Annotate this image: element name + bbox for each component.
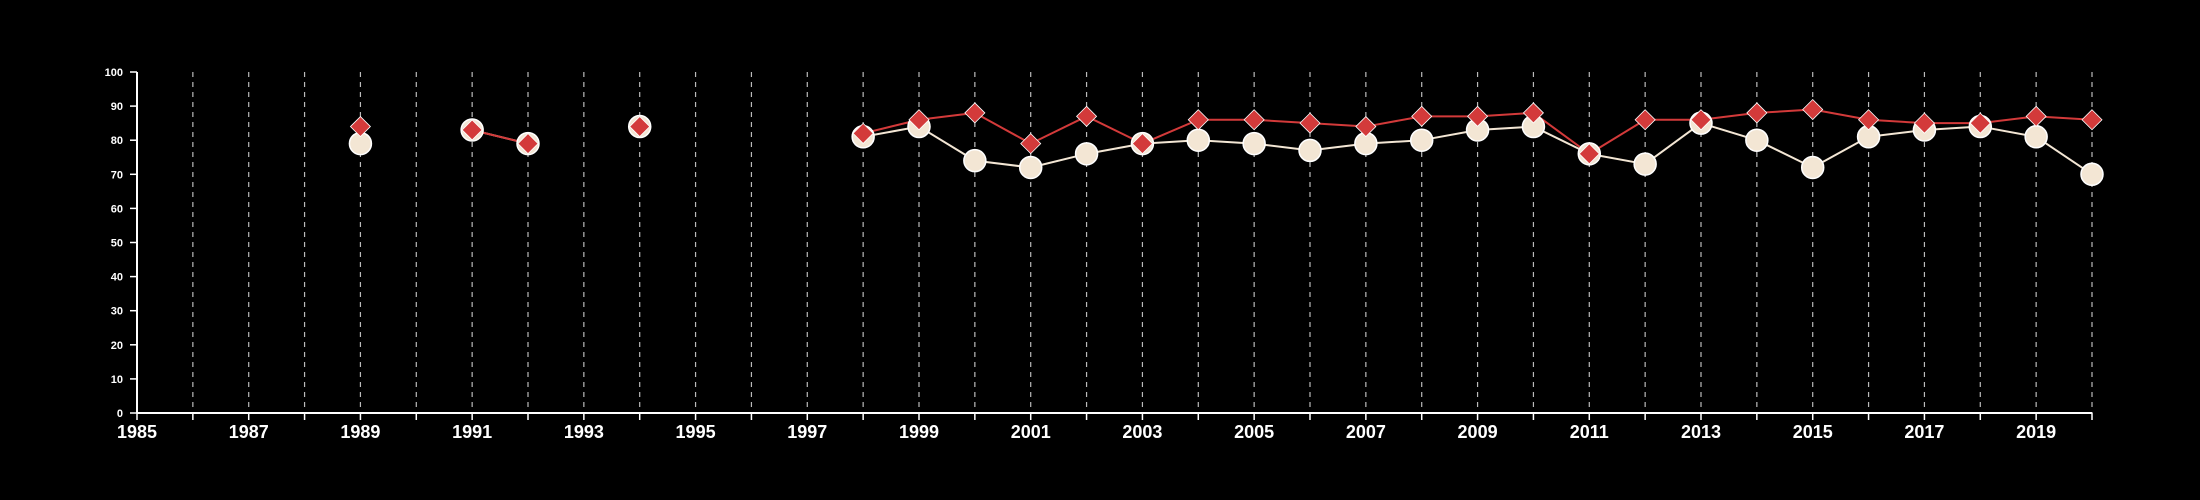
x-tick-label: 2001 [1011, 422, 1051, 442]
series-1-point [908, 109, 930, 131]
series-1-line-segment [1030, 115, 1088, 145]
series-1-point [852, 122, 874, 144]
series-1-point [1020, 133, 1042, 155]
series-0-point [1242, 131, 1266, 156]
series-1-point [964, 102, 986, 124]
series-1-point [1131, 133, 1153, 155]
series-0-point [1018, 155, 1043, 180]
series-1-point [1913, 112, 1935, 134]
series-0-point [1186, 128, 1211, 152]
series-1-point [1746, 102, 1768, 124]
series-0-point [1633, 152, 1657, 176]
series-0-point [1800, 155, 1825, 180]
series-0-point [963, 148, 987, 173]
series-1-point [1243, 109, 1265, 131]
x-tick-label: 1997 [787, 422, 827, 442]
series-1-point [1299, 112, 1321, 134]
y-tick-label: 20 [111, 340, 123, 352]
series-1-point [517, 133, 539, 155]
x-tick-label: 1987 [229, 422, 269, 442]
series-1-line-segment [1812, 108, 1869, 121]
series-1-point [1969, 112, 1991, 134]
series-1-point [1355, 115, 1377, 138]
series-0-point [2024, 125, 2048, 149]
x-tick-label: 2005 [1234, 422, 1274, 442]
series-1-point [1858, 109, 1880, 131]
y-tick-label: 80 [111, 135, 123, 147]
series-1-point [1634, 109, 1656, 131]
x-tick-label: 1989 [340, 422, 380, 442]
series-1-point [1187, 109, 1209, 131]
y-tick-label: 90 [111, 101, 123, 113]
x-tick-label: 2019 [2016, 422, 2056, 442]
series-1-point [629, 115, 651, 138]
x-tick-label: 1985 [117, 422, 157, 442]
series-1-point [1578, 143, 1600, 165]
y-tick-label: 10 [111, 374, 123, 386]
series-1-point [2025, 105, 2047, 127]
x-tick-label: 2009 [1458, 422, 1498, 442]
series-layer [348, 98, 2104, 187]
y-tick-label: 40 [111, 272, 123, 284]
y-tick-label: 100 [105, 67, 123, 79]
series-1-point [349, 115, 371, 138]
series-0-point [1409, 128, 1434, 152]
series-0-point [1298, 138, 1322, 163]
vertical-grid [192, 72, 2093, 413]
y-tick-label: 0 [117, 408, 123, 420]
series-1-point [1076, 105, 1098, 127]
axes: 1985 1987 1989 1991 1993 1995 1997 1999 2001 2003… [105, 67, 2093, 442]
y-tick-label: 30 [111, 306, 123, 318]
series-1-point [1690, 109, 1712, 131]
series-1-point [1467, 105, 1489, 127]
series-1-point [1411, 105, 1433, 127]
series-0-point [1074, 142, 1099, 166]
series-0-point [1745, 128, 1769, 152]
series-1-line-segment [974, 112, 1032, 145]
series-0-point [2080, 162, 2104, 187]
x-tick-label: 2017 [1904, 422, 1944, 442]
series-1-point [461, 119, 483, 141]
series-1-point [2081, 109, 2103, 131]
x-tick-label: 2003 [1122, 422, 1162, 442]
x-tick-label: 1993 [564, 422, 604, 442]
x-tick-label: 1999 [899, 422, 939, 442]
series-1-line-segment [1365, 115, 1422, 128]
y-tick-label: 60 [111, 203, 123, 215]
y-tick-label: 50 [111, 238, 123, 250]
x-tick-label: 1995 [676, 422, 716, 442]
series-1-point [1802, 98, 1824, 121]
series-1-point [1522, 102, 1544, 124]
x-tick-label: 2011 [1570, 422, 1609, 442]
x-tick-label: 2007 [1346, 422, 1386, 442]
y-tick-label: 70 [111, 169, 123, 181]
x-tick-label: 1991 [452, 422, 492, 442]
x-tick-label: 2015 [1793, 422, 1833, 442]
x-tick-label: 2013 [1681, 422, 1721, 442]
